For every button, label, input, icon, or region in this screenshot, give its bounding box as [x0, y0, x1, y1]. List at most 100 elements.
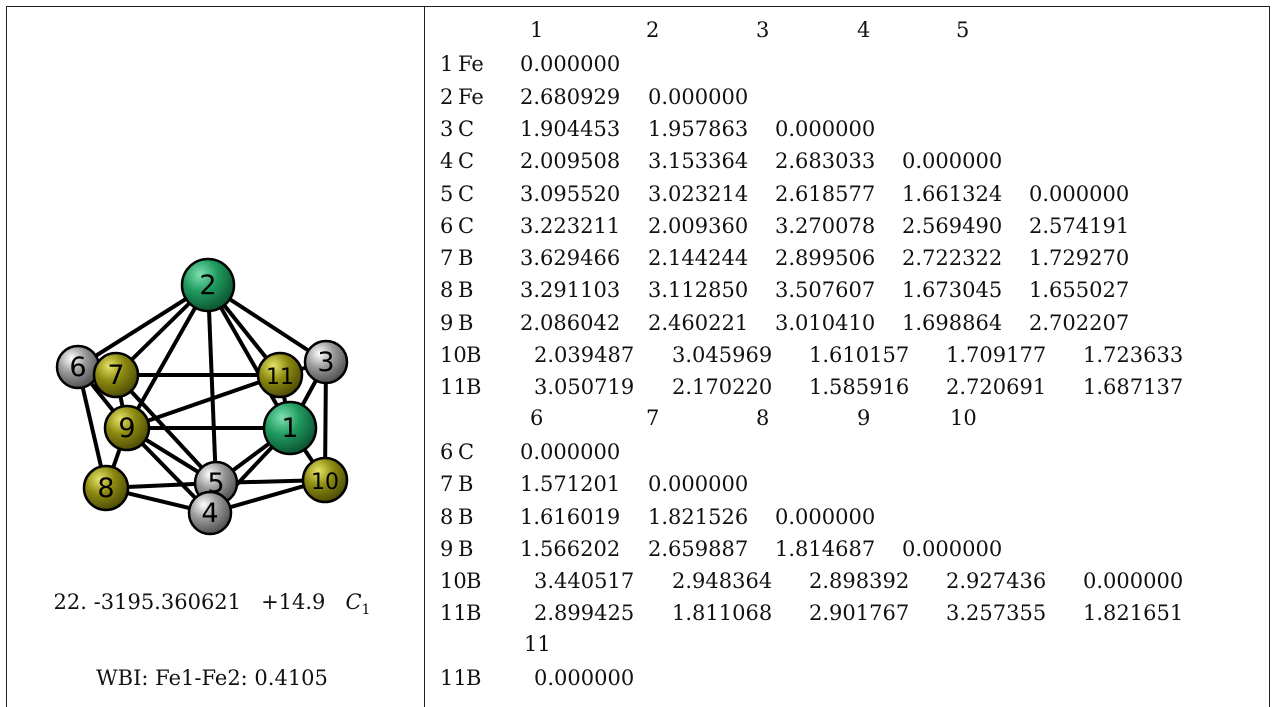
top-rule	[6, 6, 1270, 7]
bond-11-9	[125, 373, 282, 430]
row-element: B	[458, 536, 474, 561]
atom-label-2: 2	[199, 270, 216, 301]
row-number: 11	[440, 601, 467, 626]
row-element: B	[466, 375, 482, 400]
matrix-cell: 2.948364	[672, 569, 773, 594]
row-element: B	[458, 504, 474, 529]
atom-label-7: 7	[107, 360, 124, 391]
point-group: C	[345, 590, 362, 614]
matrix-cell: 1.571201	[520, 472, 621, 497]
atom-sphere-2	[180, 257, 236, 313]
atom-sphere-10	[301, 456, 349, 504]
atom-3: 3	[303, 339, 349, 385]
atom-label-3: 3	[317, 347, 334, 378]
row-element: B	[458, 310, 474, 335]
row-element: C	[458, 439, 475, 464]
matrix-cell: 3.153364	[648, 149, 749, 174]
matrix-cell: 1.814687	[775, 536, 876, 561]
row-element: B	[466, 666, 482, 690]
matrix-cell: 2.899425	[534, 601, 635, 626]
matrix-cell: 3.270078	[775, 213, 876, 238]
matrix-cell: 1.673045	[902, 278, 1003, 303]
row-element: Fe	[458, 84, 484, 109]
row-number: 11	[440, 666, 467, 690]
matrix-cell: 1.687137	[1083, 375, 1184, 400]
atom-label-8: 8	[97, 473, 114, 504]
column-header-5: 5	[956, 18, 970, 42]
matrix-cell: 0.000000	[1029, 181, 1130, 206]
matrix-cell: 2.659887	[648, 536, 749, 561]
row-number: 7	[440, 472, 454, 497]
matrix-cell: 2.144244	[648, 246, 749, 271]
atom-1: 1	[262, 400, 318, 456]
atom-sphere-4	[187, 490, 233, 536]
total-energy: -3195.360621	[93, 590, 242, 614]
matrix-cell: 1.655027	[1029, 278, 1130, 303]
matrix-cell: 2.927436	[946, 569, 1047, 594]
atom-4: 4	[187, 490, 233, 536]
bond-2-1	[206, 283, 292, 430]
row-number: 6	[440, 439, 454, 464]
atom-label-1: 1	[281, 413, 298, 444]
matrix-cell: 3.629466	[520, 246, 621, 271]
matrix-cell: 0.000000	[775, 504, 876, 529]
matrix-cell: 3.440517	[534, 569, 635, 594]
matrix-cell: 1.610157	[809, 343, 910, 367]
structure-index: 22.	[53, 590, 87, 614]
matrix-cell: 0.000000	[534, 666, 635, 690]
matrix-cell: 3.095520	[520, 181, 621, 206]
atom-sphere-11	[256, 351, 304, 399]
matrix-cell: 2.899506	[775, 246, 876, 271]
matrix-cell: 3.045969	[672, 343, 773, 367]
row-number: 10	[440, 343, 467, 367]
row-element: B	[458, 278, 474, 303]
row-element: C	[458, 149, 475, 174]
column-header-7: 7	[646, 405, 660, 430]
atom-sphere-7	[92, 351, 140, 399]
matrix-cell: 0.000000	[520, 439, 621, 464]
matrix-cell: 3.023214	[648, 181, 749, 206]
row-number: 7	[440, 246, 454, 271]
row-number: 4	[440, 149, 454, 174]
matrix-cell: 1.957863	[648, 116, 749, 141]
row-element: Fe	[458, 52, 484, 77]
matrix-cell: 1.566202	[520, 536, 621, 561]
matrix-cell: 2.009508	[520, 149, 621, 174]
row-element: B	[458, 246, 474, 271]
matrix-cell: 0.000000	[902, 149, 1003, 174]
matrix-cell: 2.898392	[809, 569, 910, 594]
atom-6: 6	[55, 344, 101, 390]
energy-line: 22. -3195.360621 +14.9 C1	[0, 590, 424, 618]
matrix-cell: 1.698864	[902, 310, 1003, 335]
atom-10: 10	[301, 456, 349, 504]
matrix-cell: 3.223211	[520, 213, 621, 238]
matrix-cell: 1.904453	[520, 116, 621, 141]
atom-sphere-8	[82, 464, 130, 512]
middle-rule	[424, 6, 425, 707]
row-number: 1	[440, 52, 454, 77]
column-header-2: 2	[646, 18, 660, 42]
matrix-cell: 2.009360	[648, 213, 749, 238]
column-header-8: 8	[756, 405, 770, 430]
matrix-cell: 2.569490	[902, 213, 1003, 238]
atom-9: 9	[103, 404, 151, 452]
matrix-cell: 0.000000	[1083, 569, 1184, 594]
atom-sphere-3	[303, 339, 349, 385]
row-element: B	[466, 569, 482, 594]
matrix-cell: 1.661324	[902, 181, 1003, 206]
atom-label-4: 4	[201, 498, 218, 529]
row-element: B	[466, 601, 482, 626]
column-header-10: 10	[950, 405, 977, 430]
matrix-cell: 3.507607	[775, 278, 876, 303]
column-header-6: 6	[530, 405, 544, 430]
matrix-cell: 2.720691	[946, 375, 1047, 400]
matrix-cell: 1.821526	[648, 504, 749, 529]
column-header-1: 1	[530, 18, 544, 42]
wbi-line: WBI: Fe1-Fe2: 0.4105	[96, 666, 328, 690]
matrix-cell: 1.821651	[1083, 601, 1184, 626]
row-number: 11	[440, 375, 467, 400]
matrix-cell: 1.616019	[520, 504, 621, 529]
matrix-cell: 3.050719	[534, 375, 635, 400]
atom-2: 2	[180, 257, 236, 313]
